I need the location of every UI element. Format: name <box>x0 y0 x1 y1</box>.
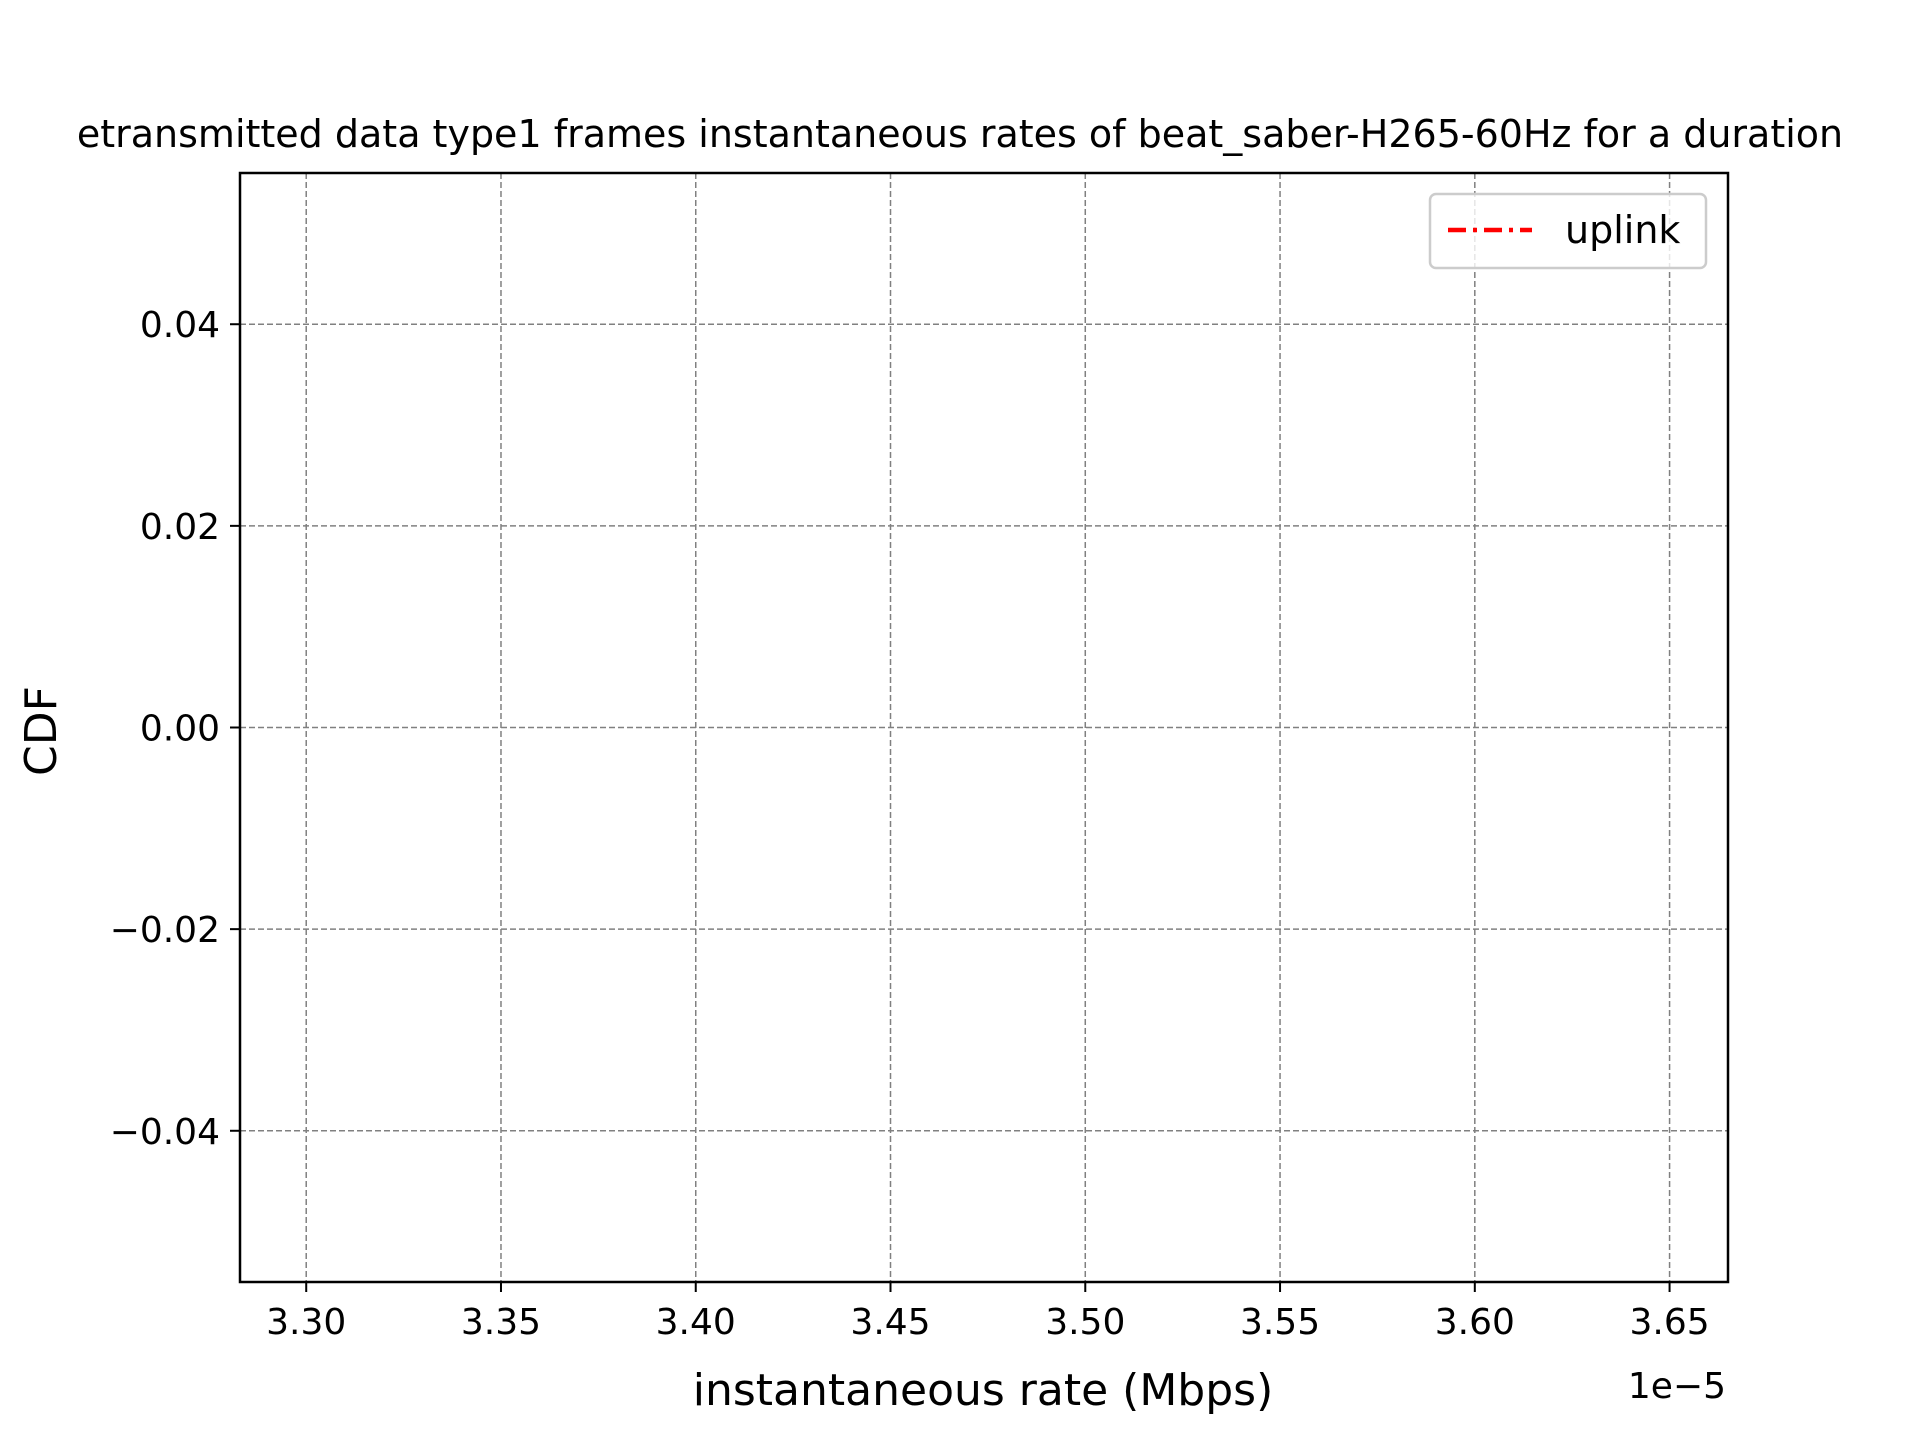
chart-title: etransmitted data type1 frames instantan… <box>77 112 1843 156</box>
x-tick-label: 3.65 <box>1629 1302 1709 1343</box>
y-axis-label: CDF <box>16 686 67 776</box>
legend-label-uplink: uplink <box>1565 208 1680 252</box>
y-tick-label: 0.02 <box>140 507 220 548</box>
x-tick-label: 3.40 <box>656 1302 736 1343</box>
y-tick-label: −0.04 <box>110 1112 220 1153</box>
x-axis-offset-label: 1e−5 <box>1628 1366 1726 1407</box>
x-tick-label: 3.35 <box>461 1302 541 1343</box>
x-tick-label: 3.50 <box>1045 1302 1125 1343</box>
x-axis-label: instantaneous rate (Mbps) <box>693 1365 1273 1416</box>
legend-box <box>1428 192 1708 270</box>
x-tick-label: 3.55 <box>1240 1302 1320 1343</box>
x-tick-label: 3.45 <box>850 1302 930 1343</box>
legend: uplink <box>1428 192 1708 270</box>
grid-lines <box>240 173 1728 1282</box>
y-axis-ticks: 0.04 0.02 0.00 −0.02 −0.04 <box>110 305 240 1153</box>
y-tick-label: 0.04 <box>140 305 220 346</box>
x-tick-label: 3.60 <box>1435 1302 1515 1343</box>
y-tick-label: −0.02 <box>110 910 220 951</box>
x-tick-label: 3.30 <box>266 1302 346 1343</box>
x-axis-ticks: 3.30 3.35 3.40 3.45 3.50 3.55 3.60 3.65 <box>266 1282 1710 1343</box>
y-tick-label: 0.00 <box>140 709 220 750</box>
